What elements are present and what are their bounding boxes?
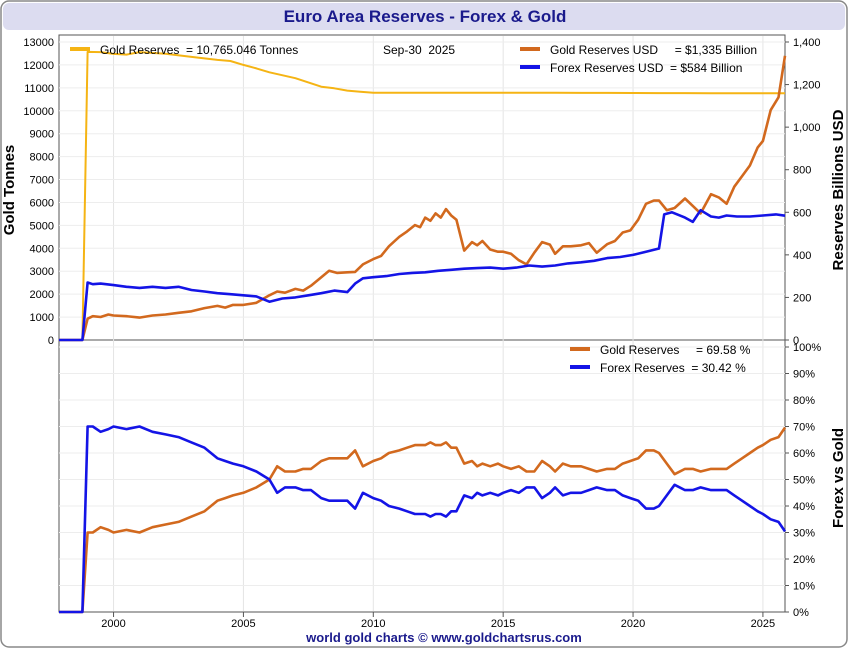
right-tick-label: 1,200 <box>793 80 821 92</box>
right-tick-label-pct: 60% <box>793 448 815 460</box>
left-tick-label: 1000 <box>30 312 54 324</box>
bottom-series <box>59 425 787 614</box>
left-tick-label: 7000 <box>30 175 54 187</box>
series-line-gold_tonnes <box>59 50 785 341</box>
date-label: Sep-30 2025 <box>383 43 455 57</box>
right-tick-label-pct: 0% <box>793 607 809 619</box>
right-tick-label: 400 <box>793 250 811 262</box>
x-tick-label: 2025 <box>751 618 775 630</box>
top-series <box>59 50 787 342</box>
left-tick-label: 12000 <box>23 60 54 72</box>
chart-title: Euro Area Reserves - Forex & Gold <box>284 7 567 26</box>
series-line-forex_pct <box>59 425 787 614</box>
legend-forex: Forex Reserves USD = $584 Billion <box>550 61 742 75</box>
left-axis-label: Gold Tonnes <box>1 145 18 236</box>
right-tick-label-pct: 70% <box>793 422 815 434</box>
right-tick-label-pct: 50% <box>793 475 815 487</box>
left-tick-label: 13000 <box>23 37 54 49</box>
right-tick-label-pct: 30% <box>793 528 815 540</box>
x-tick-label: 2015 <box>491 618 515 630</box>
left-tick-label: 0 <box>48 335 54 347</box>
title-bar <box>3 3 845 30</box>
legend-gold-tonnes: Gold Reserves = 10,765.046 Tonnes <box>100 43 298 57</box>
right-tick-label: 600 <box>793 207 811 219</box>
right-tick-label-pct: 90% <box>793 369 815 381</box>
left-tick-label: 4000 <box>30 243 54 255</box>
right-tick-label-pct: 80% <box>793 395 815 407</box>
x-tick-label: 2000 <box>101 618 125 630</box>
left-tick-label: 8000 <box>30 152 54 164</box>
left-tick-label: 2000 <box>30 289 54 301</box>
right-axis-label-top: Reserves Billions USD <box>830 109 847 270</box>
x-tick-label: 2010 <box>361 618 385 630</box>
left-tick-label: 3000 <box>30 266 54 278</box>
legend-gold-pct: Gold Reserves = 69.58 % <box>600 343 751 357</box>
left-tick-label: 11000 <box>24 83 54 95</box>
series-line-forex <box>59 208 786 342</box>
legend-forex-pct: Forex Reserves = 30.42 % <box>600 361 746 375</box>
x-tick-label: 2020 <box>621 618 645 630</box>
right-tick-label-pct: 40% <box>793 501 815 513</box>
right-axis-label-bottom: Forex vs Gold <box>830 428 847 528</box>
series-line-gold_usd <box>59 55 787 342</box>
left-tick-labels: 0 1000 2000 3000 4000 5000 6000 7000 8000 9000 100… <box>23 37 54 347</box>
right-tick-labels-bottom: 0% 10% 20% 30% 40% 50% 60% 70% 80% 90% 100% <box>785 342 821 619</box>
right-tick-label: 0 <box>793 335 799 347</box>
top-plot-area <box>58 34 786 341</box>
legend-gold-usd: Gold Reserves USD = $1,335 Billion <box>550 43 757 57</box>
left-tick-label: 6000 <box>30 197 54 209</box>
left-tick-label: 10000 <box>23 106 54 118</box>
x-tick-label: 2005 <box>231 618 255 630</box>
right-tick-label: 200 <box>793 292 811 304</box>
x-tick-labels: 2000 2005 2010 2015 2020 2025 <box>101 612 775 630</box>
footer-credit: world gold charts © www.goldchartsrus.co… <box>305 630 582 645</box>
bottom-plot-area <box>58 339 786 613</box>
left-tick-label: 9000 <box>30 129 54 141</box>
right-tick-label-pct: 20% <box>793 554 815 566</box>
top-legend: Gold Reserves = 10,765.046 Tonnes Sep-30… <box>70 43 757 75</box>
right-tick-label-pct: 100% <box>793 342 821 354</box>
right-tick-label: 1,000 <box>793 122 821 134</box>
left-tick-label: 5000 <box>30 220 54 232</box>
bottom-legend: Gold Reserves = 69.58 % Forex Reserves =… <box>570 343 751 375</box>
series-line-gold_pct <box>59 426 787 614</box>
right-tick-label: 1,400 <box>793 37 821 49</box>
right-tick-label: 800 <box>793 165 811 177</box>
right-tick-label-pct: 10% <box>793 581 815 593</box>
right-tick-labels-top: 0 200 400 600 800 1,000 1,200 1,400 <box>785 37 821 347</box>
